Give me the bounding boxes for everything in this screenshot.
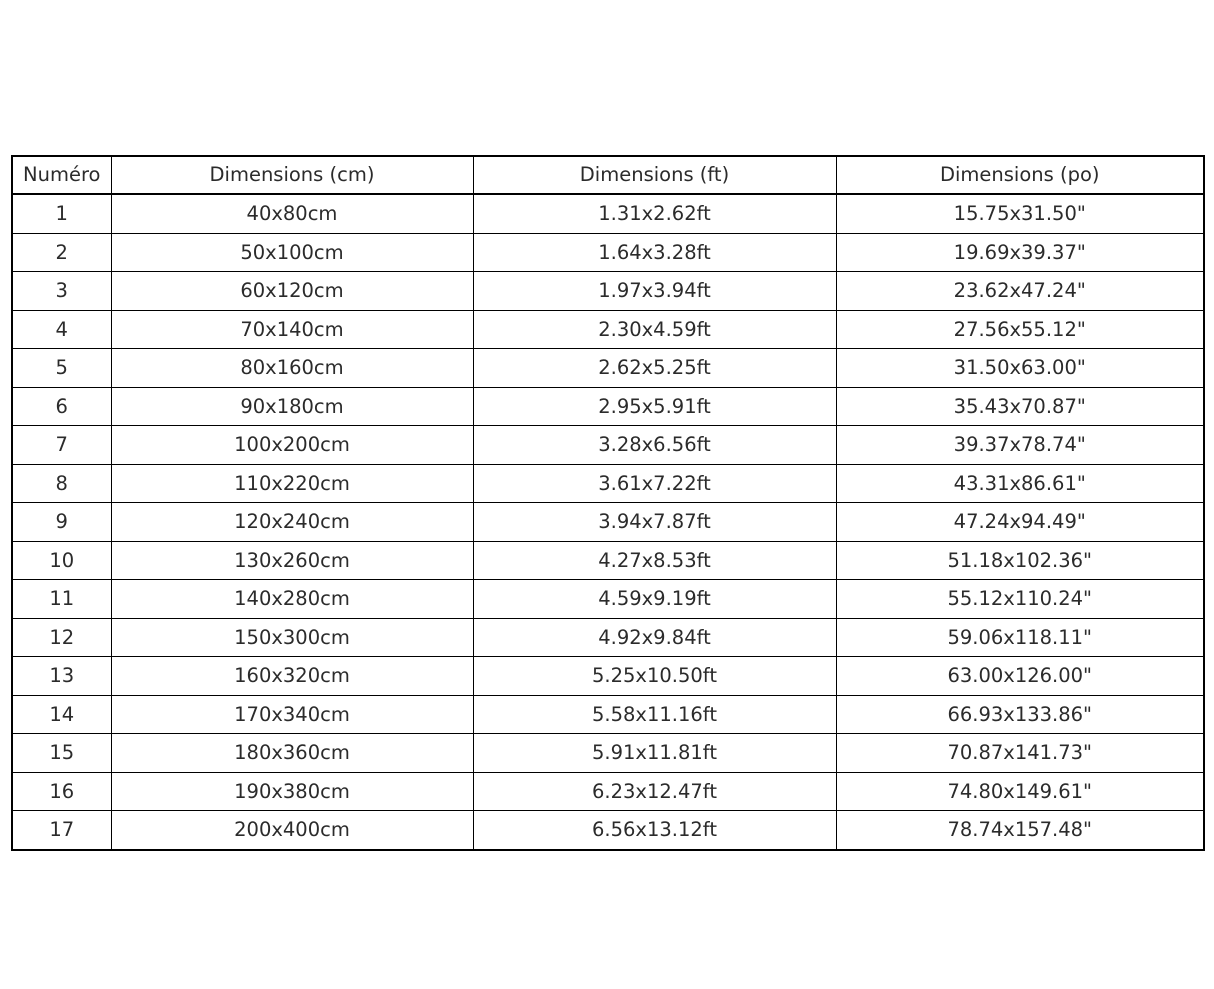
table-row: 3 60x120cm 1.97x3.94ft 23.62x47.24" (11, 271, 1205, 311)
cell-dimensions-cm: 50x100cm (110, 232, 474, 272)
cell-numero: 12 (11, 617, 112, 657)
table-row: 1 40x80cm 1.31x2.62ft 15.75x31.50" (11, 193, 1205, 234)
table-row: 2 50x100cm 1.64x3.28ft 19.69x39.37" (11, 232, 1205, 272)
cell-dimensions-cm: 130x260cm (110, 540, 474, 580)
cell-dimensions-po: 59.06x118.11" (835, 617, 1205, 657)
cell-dimensions-cm: 120x240cm (110, 502, 474, 542)
cell-dimensions-po: 55.12x110.24" (835, 579, 1205, 619)
table-row: 6 90x180cm 2.95x5.91ft 35.43x70.87" (11, 386, 1205, 426)
cell-dimensions-ft: 5.91x11.81ft (472, 733, 837, 773)
cell-dimensions-po: 70.87x141.73" (835, 733, 1205, 773)
cell-numero: 10 (11, 540, 112, 580)
column-header-numero: Numéro (11, 155, 112, 195)
cell-dimensions-cm: 150x300cm (110, 617, 474, 657)
cell-dimensions-ft: 1.64x3.28ft (472, 232, 837, 272)
table-row: 4 70x140cm 2.30x4.59ft 27.56x55.12" (11, 309, 1205, 349)
cell-dimensions-ft: 3.94x7.87ft (472, 502, 837, 542)
cell-dimensions-ft: 5.58x11.16ft (472, 694, 837, 734)
cell-numero: 16 (11, 771, 112, 811)
cell-dimensions-ft: 1.97x3.94ft (472, 271, 837, 311)
cell-dimensions-po: 35.43x70.87" (835, 386, 1205, 426)
cell-numero: 7 (11, 425, 112, 465)
cell-dimensions-po: 43.31x86.61" (835, 463, 1205, 503)
cell-dimensions-cm: 80x160cm (110, 348, 474, 388)
cell-dimensions-ft: 4.92x9.84ft (472, 617, 837, 657)
table-row: 10 130x260cm 4.27x8.53ft 51.18x102.36" (11, 540, 1205, 580)
cell-dimensions-po: 19.69x39.37" (835, 232, 1205, 272)
cell-dimensions-cm: 170x340cm (110, 694, 474, 734)
cell-dimensions-ft: 4.59x9.19ft (472, 579, 837, 619)
cell-numero: 17 (11, 810, 112, 851)
cell-dimensions-cm: 190x380cm (110, 771, 474, 811)
cell-dimensions-po: 74.80x149.61" (835, 771, 1205, 811)
table-row: 8 110x220cm 3.61x7.22ft 43.31x86.61" (11, 463, 1205, 503)
cell-numero: 11 (11, 579, 112, 619)
cell-numero: 15 (11, 733, 112, 773)
table-row: 17 200x400cm 6.56x13.12ft 78.74x157.48" (11, 810, 1205, 851)
cell-numero: 1 (11, 193, 112, 234)
cell-dimensions-cm: 90x180cm (110, 386, 474, 426)
cell-dimensions-cm: 110x220cm (110, 463, 474, 503)
table-row: 9 120x240cm 3.94x7.87ft 47.24x94.49" (11, 502, 1205, 542)
cell-numero: 9 (11, 502, 112, 542)
column-header-dimensions-cm: Dimensions (cm) (110, 155, 474, 195)
cell-dimensions-po: 47.24x94.49" (835, 502, 1205, 542)
cell-dimensions-ft: 1.31x2.62ft (472, 193, 837, 234)
cell-dimensions-po: 66.93x133.86" (835, 694, 1205, 734)
cell-dimensions-ft: 2.95x5.91ft (472, 386, 837, 426)
size-dimensions-table: Numéro Dimensions (cm) Dimensions (ft) D… (11, 155, 1205, 851)
cell-numero: 5 (11, 348, 112, 388)
cell-dimensions-cm: 160x320cm (110, 656, 474, 696)
table-header-row: Numéro Dimensions (cm) Dimensions (ft) D… (11, 155, 1205, 195)
table-row: 5 80x160cm 2.62x5.25ft 31.50x63.00" (11, 348, 1205, 388)
cell-numero: 2 (11, 232, 112, 272)
cell-dimensions-ft: 3.28x6.56ft (472, 425, 837, 465)
table-row: 13 160x320cm 5.25x10.50ft 63.00x126.00" (11, 656, 1205, 696)
cell-dimensions-cm: 70x140cm (110, 309, 474, 349)
cell-dimensions-po: 39.37x78.74" (835, 425, 1205, 465)
cell-dimensions-po: 27.56x55.12" (835, 309, 1205, 349)
column-header-dimensions-po: Dimensions (po) (835, 155, 1205, 195)
cell-dimensions-ft: 6.56x13.12ft (472, 810, 837, 851)
table-row: 16 190x380cm 6.23x12.47ft 74.80x149.61" (11, 771, 1205, 811)
size-chart-container: Numéro Dimensions (cm) Dimensions (ft) D… (11, 155, 1205, 851)
cell-dimensions-cm: 100x200cm (110, 425, 474, 465)
table-body: 1 40x80cm 1.31x2.62ft 15.75x31.50" 2 50x100cm… (11, 193, 1205, 851)
table-row: 12 150x300cm 4.92x9.84ft 59.06x118.11" (11, 617, 1205, 657)
table-row: 11 140x280cm 4.59x9.19ft 55.12x110.24" (11, 579, 1205, 619)
table-header: Numéro Dimensions (cm) Dimensions (ft) D… (11, 155, 1205, 195)
cell-dimensions-ft: 3.61x7.22ft (472, 463, 837, 503)
cell-dimensions-ft: 2.62x5.25ft (472, 348, 837, 388)
cell-dimensions-ft: 4.27x8.53ft (472, 540, 837, 580)
table-row: 7 100x200cm 3.28x6.56ft 39.37x78.74" (11, 425, 1205, 465)
cell-numero: 6 (11, 386, 112, 426)
cell-dimensions-po: 63.00x126.00" (835, 656, 1205, 696)
cell-dimensions-cm: 180x360cm (110, 733, 474, 773)
cell-dimensions-cm: 40x80cm (110, 193, 474, 234)
cell-numero: 13 (11, 656, 112, 696)
cell-dimensions-po: 78.74x157.48" (835, 810, 1205, 851)
table-row: 15 180x360cm 5.91x11.81ft 70.87x141.73" (11, 733, 1205, 773)
cell-dimensions-po: 31.50x63.00" (835, 348, 1205, 388)
cell-dimensions-cm: 200x400cm (110, 810, 474, 851)
cell-dimensions-cm: 140x280cm (110, 579, 474, 619)
table-row: 14 170x340cm 5.58x11.16ft 66.93x133.86" (11, 694, 1205, 734)
cell-dimensions-po: 51.18x102.36" (835, 540, 1205, 580)
cell-numero: 4 (11, 309, 112, 349)
cell-dimensions-ft: 5.25x10.50ft (472, 656, 837, 696)
cell-numero: 14 (11, 694, 112, 734)
cell-dimensions-po: 15.75x31.50" (835, 193, 1205, 234)
cell-dimensions-ft: 6.23x12.47ft (472, 771, 837, 811)
cell-numero: 8 (11, 463, 112, 503)
cell-dimensions-po: 23.62x47.24" (835, 271, 1205, 311)
cell-dimensions-ft: 2.30x4.59ft (472, 309, 837, 349)
column-header-dimensions-ft: Dimensions (ft) (472, 155, 837, 195)
cell-dimensions-cm: 60x120cm (110, 271, 474, 311)
cell-numero: 3 (11, 271, 112, 311)
